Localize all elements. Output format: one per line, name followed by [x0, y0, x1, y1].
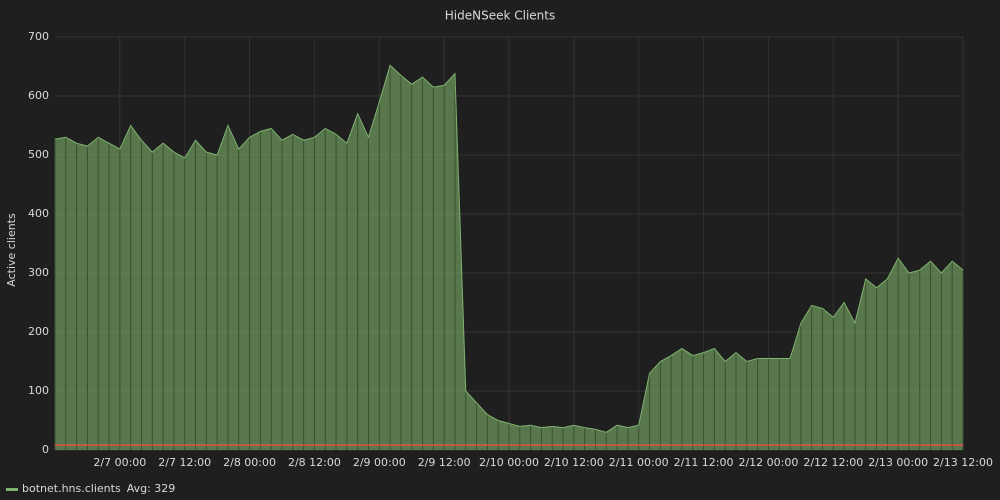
x-tick-label: 2/7 00:00: [93, 456, 146, 469]
legend-label: botnet.hns.clients: [22, 482, 121, 495]
x-tick-label: 2/7 12:00: [158, 456, 211, 469]
x-tick-label: 2/12 12:00: [803, 456, 863, 469]
y-tick-label: 600: [28, 89, 49, 102]
y-tick-label: 300: [28, 266, 49, 279]
legend-stat: Avg: 329: [127, 482, 176, 495]
x-tick-label: 2/9 00:00: [353, 456, 406, 469]
x-tick-label: 2/8 00:00: [223, 456, 276, 469]
y-tick-label: 100: [28, 384, 49, 397]
y-tick-label: 400: [28, 207, 49, 220]
chart-title: HideNSeek Clients: [445, 9, 555, 23]
y-tick-label: 0: [42, 443, 49, 456]
y-axis-label: Active clients: [5, 213, 18, 287]
y-tick-label: 500: [28, 148, 49, 161]
x-tick-label: 2/11 00:00: [609, 456, 669, 469]
x-tick-label: 2/13 12:00: [933, 456, 993, 469]
series-line: [54, 64, 964, 433]
y-tick-label: 700: [28, 30, 49, 43]
x-tick-label: 2/9 12:00: [418, 456, 471, 469]
x-tick-label: 2/12 00:00: [738, 456, 798, 469]
x-tick-label: 2/13 00:00: [868, 456, 928, 469]
x-tick-label: 2/8 12:00: [288, 456, 341, 469]
y-tick-label: 200: [28, 325, 49, 338]
x-tick-label: 2/10 00:00: [479, 456, 539, 469]
legend-swatch: [6, 488, 18, 491]
x-tick-label: 2/10 12:00: [544, 456, 604, 469]
x-tick-label: 2/11 12:00: [674, 456, 734, 469]
